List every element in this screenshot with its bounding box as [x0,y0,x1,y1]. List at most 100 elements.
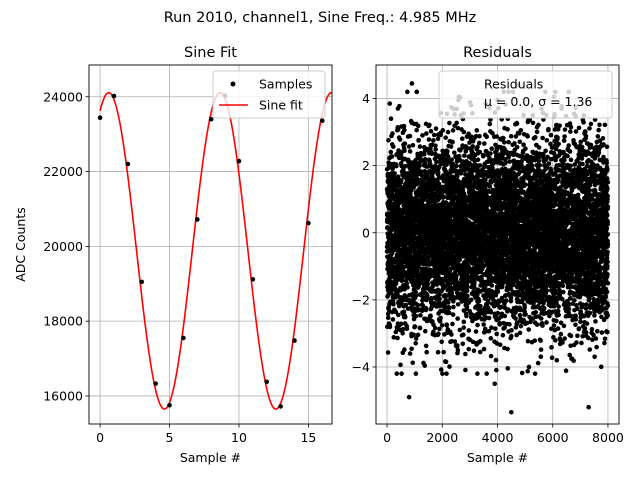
residual-point [388,149,394,155]
residual-point [473,329,479,334]
residual-point [478,303,483,309]
residual-point [494,331,500,337]
sine-fit-xlabel: Sample # [180,450,241,465]
residual-point [450,312,456,317]
residual-point [505,127,510,132]
residual-point [487,121,493,127]
residual-point [437,296,442,302]
residual-point [403,302,409,308]
x-tick-label: 0 [96,430,104,445]
residual-point [472,279,477,285]
x-tick-label: 5 [166,430,174,445]
residual-point [505,346,510,352]
residual-point [432,325,438,331]
residual-point [482,286,488,292]
residual-point [501,135,506,141]
residual-point [388,116,394,122]
y-tick-label: 20000 [43,239,83,254]
residual-point [455,302,461,307]
residual-point [460,341,466,347]
residual-point [413,313,419,319]
residual-point [447,120,452,126]
residual-point [435,349,441,355]
residual-point [400,326,406,332]
residual-point [390,144,396,149]
residual-point [481,346,487,352]
residual-point [455,347,461,353]
residual-point [407,149,413,154]
residual-point [468,297,474,303]
figure-suptitle: Run 2010, channel1, Sine Freq.: 4.985 MH… [164,10,477,26]
residual-point [423,305,429,311]
residual-point [484,134,490,140]
residual-point [426,137,432,142]
residual-point [415,123,421,129]
residual-point [445,149,450,154]
residual-point [488,353,494,359]
residual-point [454,163,459,169]
residual-point [394,371,400,376]
residual-point [466,346,472,352]
residual-point [402,314,408,320]
y-tick-label: 16000 [43,388,83,403]
residual-point [488,310,494,315]
residual-point [518,323,524,329]
residual-point [428,128,434,134]
residual-point [506,139,511,145]
residual-point [405,285,410,290]
residual-point [414,127,419,133]
residual-point [475,157,481,163]
residual-point [445,154,451,160]
residual-point [477,349,483,355]
residual-point [476,298,482,304]
sine-fit-axes-frame [88,64,333,425]
residual-point [502,140,507,145]
residual-point [410,143,416,148]
residual-point [457,327,463,333]
residual-point [404,326,410,332]
residual-point [431,138,436,143]
residual-point [438,315,443,321]
residual-point [451,304,456,310]
residual-point [505,366,511,371]
residual-point [462,153,467,158]
residual-point [444,322,450,327]
residual-point [434,159,439,165]
y-tick-label: 24000 [43,89,83,104]
residual-point [508,295,514,301]
residual-point [502,313,508,319]
residual-point [446,300,451,305]
residual-point [461,319,467,325]
residual-point [394,162,399,167]
residual-point [488,151,493,156]
residual-point [423,343,429,349]
residual-point [431,132,437,138]
residual-point [464,313,469,319]
residual-point [454,120,459,126]
residual-point [517,139,523,145]
residual-point [463,351,468,357]
residual-point [476,140,482,146]
residual-point [418,313,423,318]
sample-point [111,93,117,99]
sine-fit-ylabel: ADC Counts [13,207,28,282]
residual-point [412,324,418,329]
residual-point [422,328,428,334]
residual-point [464,304,470,310]
residual-point [414,268,420,274]
sine-fit-grid [89,65,332,424]
x-tick-label: 10 [231,430,247,445]
sample-point [195,217,200,222]
residual-point [461,129,467,135]
residual-point [441,194,447,200]
residual-point [492,326,498,331]
sample-point [167,403,172,408]
residuals-data [384,81,611,415]
residual-point [395,335,400,341]
sample-point [278,404,283,409]
residual-point [427,122,432,128]
residual-point [497,342,503,348]
residual-point [495,289,501,294]
residual-point [397,103,402,109]
residual-point [411,332,416,338]
